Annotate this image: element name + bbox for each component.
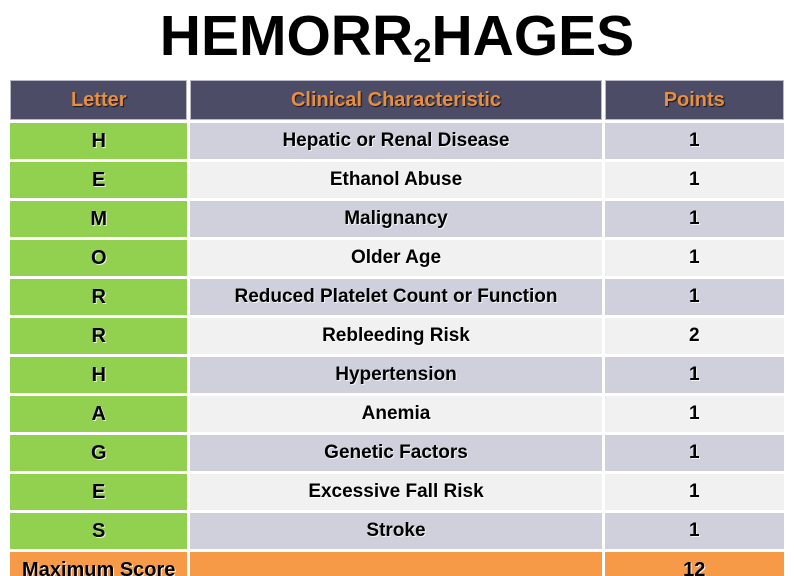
table-row: O Older Age 1 [10, 240, 784, 276]
characteristic-cell: Stroke [190, 513, 602, 549]
letter-cell: E [10, 162, 188, 198]
letter-cell: E [10, 474, 188, 510]
points-cell: 1 [604, 240, 784, 276]
points-cell: 1 [604, 357, 784, 393]
letter-cell: R [10, 318, 188, 354]
points-cell: 1 [604, 279, 784, 315]
characteristic-cell: Hypertension [190, 357, 602, 393]
table-row: R Rebleeding Risk 2 [10, 318, 784, 354]
points-cell: 1 [604, 123, 784, 159]
points-cell: 1 [604, 435, 784, 471]
points-cell: 1 [604, 201, 784, 237]
letter-cell: H [10, 357, 188, 393]
characteristic-cell: Genetic Factors [190, 435, 602, 471]
letter-cell: A [10, 396, 188, 432]
characteristic-cell: Ethanol Abuse [190, 162, 602, 198]
letter-cell: O [10, 240, 188, 276]
characteristic-cell: Older Age [190, 240, 602, 276]
points-cell: 1 [604, 474, 784, 510]
header-characteristic: Clinical Characteristic [190, 80, 602, 120]
header-points: Points [604, 80, 784, 120]
points-cell: 1 [604, 162, 784, 198]
characteristic-cell: Malignancy [190, 201, 602, 237]
header-letter: Letter [10, 80, 188, 120]
table-row: H Hepatic or Renal Disease 1 [10, 123, 784, 159]
characteristic-cell: Reduced Platelet Count or Function [190, 279, 602, 315]
table-row: G Genetic Factors 1 [10, 435, 784, 471]
characteristic-cell: Rebleeding Risk [190, 318, 602, 354]
title-prefix: HEMORR [159, 4, 414, 68]
letter-cell: G [10, 435, 188, 471]
max-score-value: 12 [604, 552, 784, 576]
max-score-label: Maximum Score [10, 552, 188, 576]
table-row: S Stroke 1 [10, 513, 784, 549]
title-subscript: 2 [413, 32, 432, 70]
letter-cell: H [10, 123, 188, 159]
table-row: A Anemia 1 [10, 396, 784, 432]
letter-cell: S [10, 513, 188, 549]
characteristic-cell: Excessive Fall Risk [190, 474, 602, 510]
characteristic-cell: Hepatic or Renal Disease [190, 123, 602, 159]
table-row: E Excessive Fall Risk 1 [10, 474, 784, 510]
title-suffix: HAGES [431, 4, 635, 68]
table-row: M Malignancy 1 [10, 201, 784, 237]
characteristic-cell: Anemia [190, 396, 602, 432]
score-table: Letter Clinical Characteristic Points H … [7, 77, 787, 576]
header-row: Letter Clinical Characteristic Points [10, 80, 784, 120]
letter-cell: M [10, 201, 188, 237]
table-row: R Reduced Platelet Count or Function 1 [10, 279, 784, 315]
letter-cell: R [10, 279, 188, 315]
points-cell: 2 [604, 318, 784, 354]
points-cell: 1 [604, 513, 784, 549]
points-cell: 1 [604, 396, 784, 432]
footer-row: Maximum Score 12 [10, 552, 784, 576]
max-score-spacer [190, 552, 602, 576]
table-row: H Hypertension 1 [10, 357, 784, 393]
page-title: HEMORR2HAGES [0, 0, 794, 77]
table-row: E Ethanol Abuse 1 [10, 162, 784, 198]
